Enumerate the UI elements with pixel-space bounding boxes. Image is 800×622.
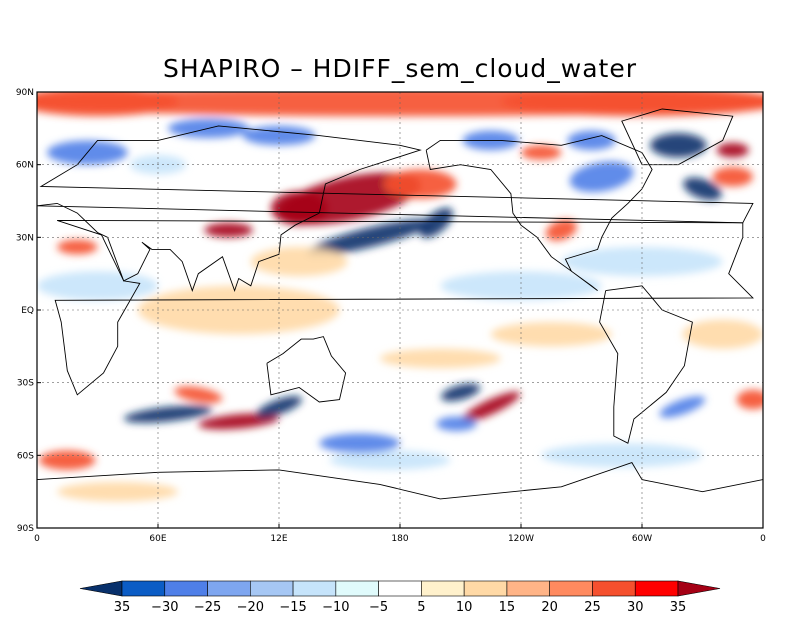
colorbar: 35 −30 −25 −20 −15 −10 −5 5 10 15 20 25 30 35 [79,580,721,615]
colorbar-label: 20 [541,600,558,615]
field-anomaly [37,271,158,301]
coastline [266,336,347,403]
colorbar-label: 35 [114,600,131,615]
field-anomaly [561,247,723,277]
colorbar-label: 15 [499,600,516,615]
field-anomaly [174,386,223,404]
colorbar-box [164,580,208,597]
field-anomaly [39,450,96,470]
colorbar-box [335,580,379,597]
field-anomaly [712,167,753,187]
field-anomaly [683,177,722,201]
colorbar-box [592,580,636,597]
field-anomaly [521,145,562,160]
field-anomaly [383,169,457,199]
lon-tick-label: 12E [270,534,287,544]
coastline [37,125,754,292]
field-anomaly [379,348,501,369]
colorbar-box [378,580,422,597]
colorbar-box [634,580,679,597]
colorbar-box [207,580,251,597]
field-anomaly [256,396,302,418]
field-anomaly [123,405,213,423]
field-anomaly [461,391,521,423]
field-anomaly [440,383,481,402]
colorbar-label: −5 [369,600,388,615]
colorbar-label: 35 [670,600,687,615]
colorbar-arrow-low [79,580,123,597]
field-anomaly [545,219,577,241]
field-anomaly [682,319,763,349]
colorbar-label: 30 [627,600,644,615]
colorbar-arrow-high [677,580,721,597]
colorbar-box [121,580,166,597]
field-anomaly [270,191,328,226]
field-anomaly [329,450,451,470]
lon-tick-label: 0 [760,534,766,544]
field-anomaly [57,481,179,502]
field-anomaly [716,142,749,158]
coastline [37,462,763,500]
coastline [54,219,754,396]
lat-tick-label: 60N [16,161,34,171]
lat-tick-label: 90N [16,88,34,98]
colorbar-box [463,580,508,597]
colorbar-label: 5 [417,600,425,615]
field-anomaly [204,222,253,238]
field-anomaly [250,247,348,277]
lat-tick-label: 30N [16,233,34,243]
colorbar-box [292,580,337,597]
colorbar-box [549,580,593,597]
field-anomaly [490,322,612,347]
longitude-axis: 0 60E 12E 180 120W 60W 0 [34,524,766,544]
colorbar-label: 25 [584,600,601,615]
field-anomaly [440,271,602,301]
field-anomaly [567,130,616,151]
field-anomaly [436,416,477,432]
field-anomaly [659,396,706,418]
lon-tick-label: 180 [391,534,408,544]
field-anomaly [307,219,433,256]
field-anomaly [541,443,703,468]
field-anomaly [500,92,763,117]
colorbar-box [421,580,465,597]
lon-tick-label: 60W [632,534,652,544]
field-map [37,92,763,528]
coastline [425,135,653,291]
colorbar-label: −15 [279,600,306,615]
lon-tick-label: 120W [508,534,534,544]
coastlines [37,108,763,500]
field-anomaly [37,92,179,117]
lat-tick-label: 30S [17,379,34,389]
colorbar-label: −20 [237,600,264,615]
field-anomaly [736,389,763,410]
field-anomaly [198,413,279,430]
colorbar-box [506,580,550,597]
field-anomaly [319,433,400,453]
lon-tick-label: 60E [149,534,166,544]
lat-tick-label: 60S [17,451,34,461]
plot-title: SHAPIRO – HDIFF_sem_cloud_water [162,54,638,83]
colorbar-label: −10 [322,600,349,615]
colorbar-box [250,580,294,597]
field-anomaly [57,239,98,255]
gridlines [37,92,763,528]
field-anomaly [242,125,316,146]
colorbar-label: −30 [151,600,178,615]
colorbar-label: 10 [456,600,473,615]
latitude-axis: 90N 60N 30N EQ 30S 60S 90S [16,88,41,534]
lon-tick-label: 0 [34,534,40,544]
colorbar-label: −25 [194,600,221,615]
lat-tick-label: EQ [21,306,34,316]
lat-tick-label: 90S [17,524,34,534]
field-anomaly [650,133,707,158]
field-anomaly [569,161,634,193]
